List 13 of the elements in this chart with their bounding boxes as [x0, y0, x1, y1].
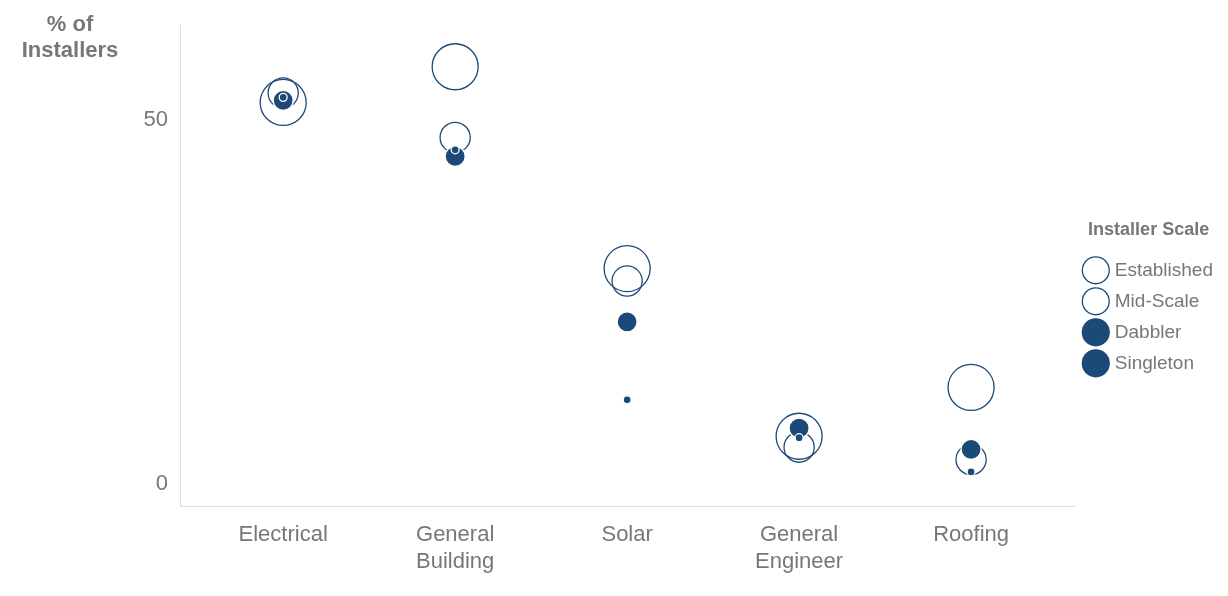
- y-tick-label: 50: [143, 106, 168, 131]
- y-tick-label: 0: [155, 470, 168, 496]
- legend-label: Singleton: [1114, 351, 1195, 373]
- legend-label: Mid-Scale: [1114, 289, 1200, 311]
- x-tick-label: General Engineer: [755, 521, 844, 573]
- x-tick-label: General Building: [416, 521, 495, 573]
- legend-label: Established: [1114, 258, 1214, 280]
- legend-label: Dabbler: [1114, 320, 1182, 342]
- x-tick-label: Roofing: [933, 521, 1010, 547]
- x-tick-label: Solar: [601, 521, 653, 547]
- x-tick-label: Electrical: [238, 521, 328, 547]
- y-axis-title: % of Installers: [21, 11, 119, 63]
- legend-title: Installer Scale: [1088, 219, 1210, 240]
